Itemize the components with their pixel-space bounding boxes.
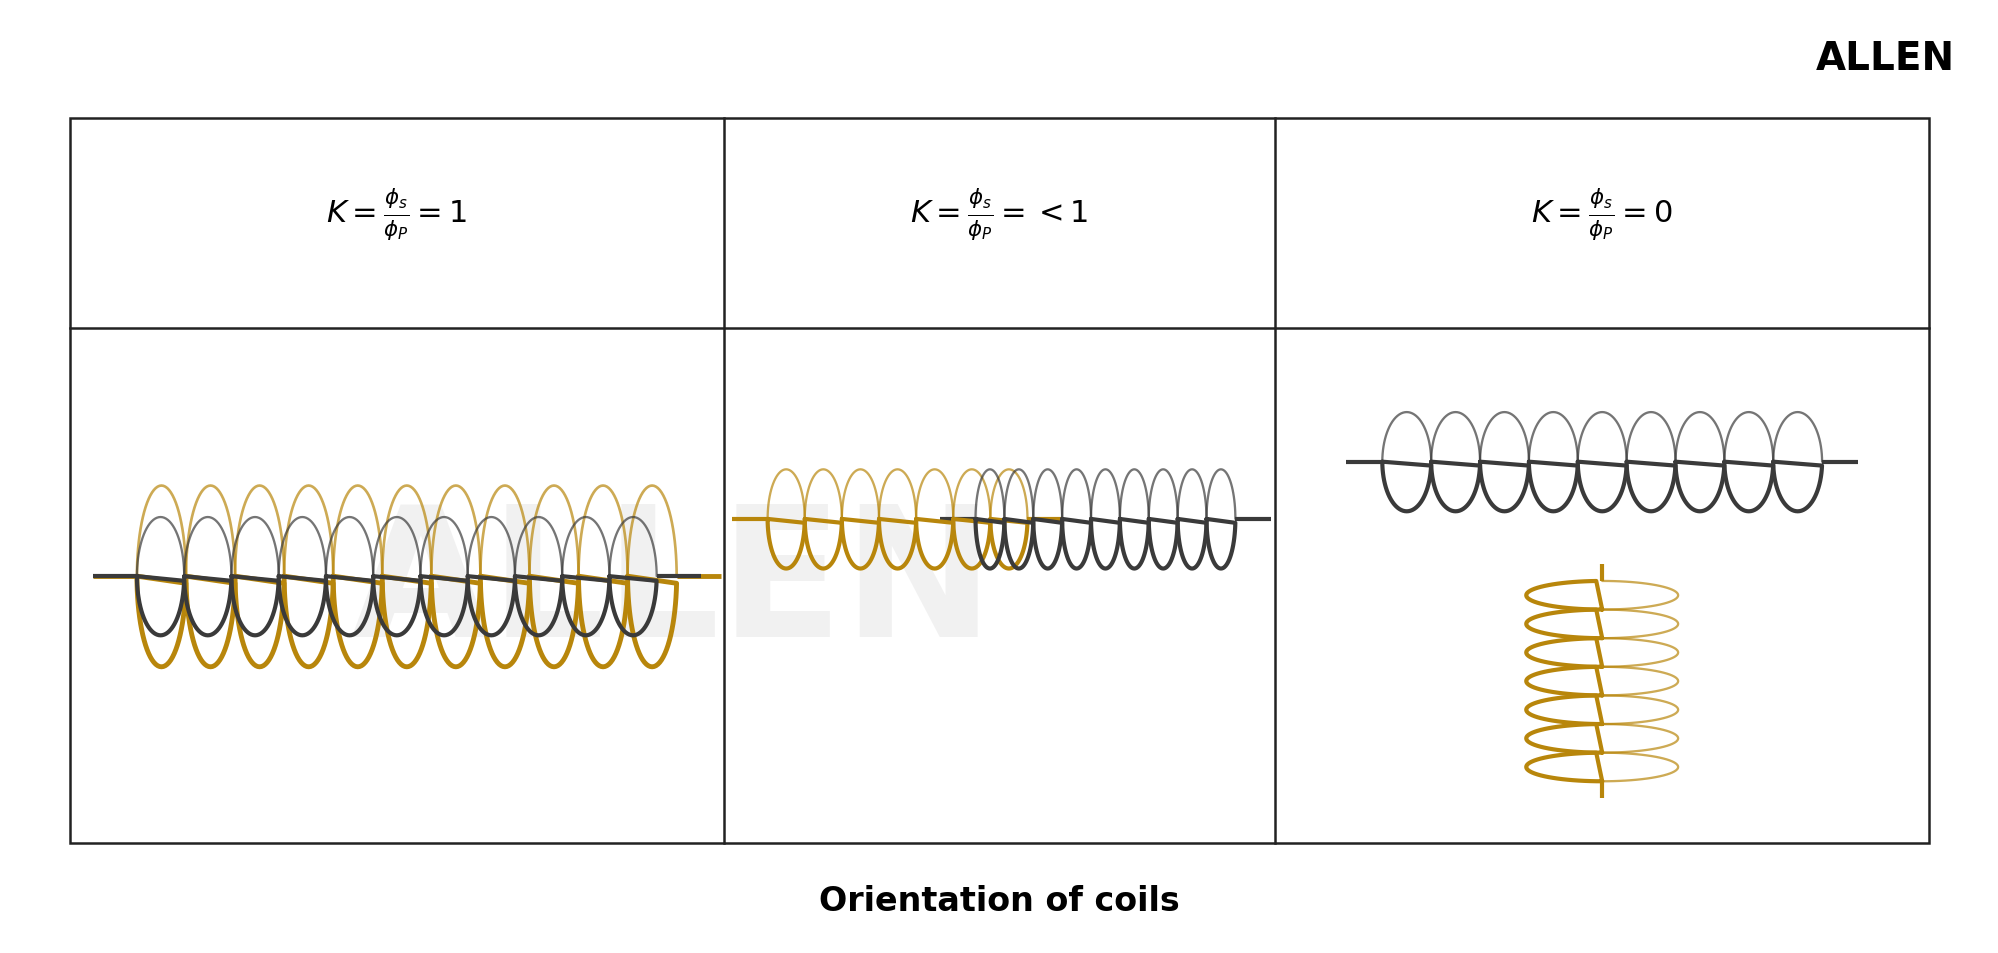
Text: Orientation of coils: Orientation of coils: [819, 884, 1179, 917]
Text: $K = \frac{\phi_s}{\phi_P} = 1$: $K = \frac{\phi_s}{\phi_P} = 1$: [326, 187, 468, 242]
Text: ALLEN: ALLEN: [350, 498, 995, 674]
FancyBboxPatch shape: [70, 119, 1928, 843]
Text: $K = \frac{\phi_s}{\phi_P} = 0$: $K = \frac{\phi_s}{\phi_P} = 0$: [1530, 187, 1672, 242]
Text: ALLEN: ALLEN: [1814, 40, 1954, 78]
Text: $K = \frac{\phi_s}{\phi_P} = {<}1$: $K = \frac{\phi_s}{\phi_P} = {<}1$: [909, 187, 1089, 242]
